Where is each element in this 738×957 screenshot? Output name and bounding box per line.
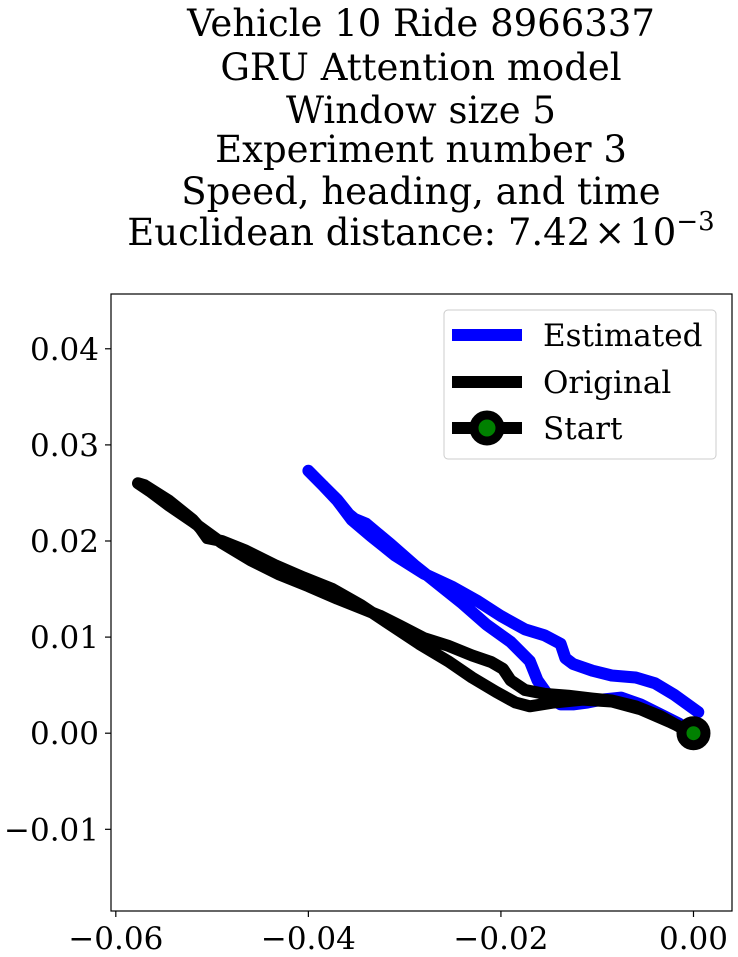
title-distance-exponent: −3 bbox=[676, 207, 714, 237]
legend-label-original: Original bbox=[543, 365, 671, 401]
title-distance-times: × bbox=[594, 211, 625, 254]
plot-area bbox=[110, 293, 733, 912]
start-marker bbox=[676, 716, 711, 751]
legend-label-start: Start bbox=[543, 411, 623, 447]
legend-marker-start bbox=[469, 410, 505, 446]
series-line-original bbox=[132, 477, 700, 740]
y-tick-label: −0.01 bbox=[4, 812, 99, 848]
title-line-3: Window size 5 bbox=[286, 89, 556, 132]
y-tick-label: 0.02 bbox=[30, 524, 99, 560]
x-tick-label: 0.00 bbox=[659, 921, 728, 957]
x-axis: −0.06 −0.04 −0.02 0.00 bbox=[68, 911, 728, 957]
series-layer bbox=[132, 464, 705, 740]
title-line-2: GRU Attention model bbox=[220, 46, 621, 89]
legend-box bbox=[443, 309, 717, 460]
y-tick-label: 0.03 bbox=[30, 428, 99, 464]
marker-layer bbox=[676, 716, 711, 751]
title-line-distance: Euclidean distance: 7.42 × 10−3 bbox=[127, 207, 714, 254]
y-tick-label: 0.04 bbox=[30, 332, 99, 368]
title-line-1: Vehicle 10 Ride 8966337 bbox=[186, 2, 655, 45]
axes-frame bbox=[110, 293, 733, 912]
x-tick-label: −0.06 bbox=[68, 921, 163, 957]
title-distance-prefix: Euclidean distance: 7.42 bbox=[127, 211, 590, 254]
title-line-4: Experiment number 3 bbox=[215, 128, 627, 171]
x-tick-label: −0.04 bbox=[261, 921, 356, 957]
legend: Estimated Original Start bbox=[443, 309, 717, 460]
chart-title: Vehicle 10 Ride 8966337 GRU Attention mo… bbox=[127, 2, 714, 254]
x-tick-label: −0.02 bbox=[453, 921, 548, 957]
legend-label-estimated: Estimated bbox=[543, 318, 702, 354]
title-distance-base: 10 bbox=[629, 211, 676, 254]
y-axis: −0.01 0.00 0.01 0.02 0.03 0.04 bbox=[4, 332, 111, 848]
title-line-5: Speed, heading, and time bbox=[181, 170, 660, 213]
y-tick-label: 0.01 bbox=[30, 620, 99, 656]
y-tick-label: 0.00 bbox=[30, 716, 99, 752]
